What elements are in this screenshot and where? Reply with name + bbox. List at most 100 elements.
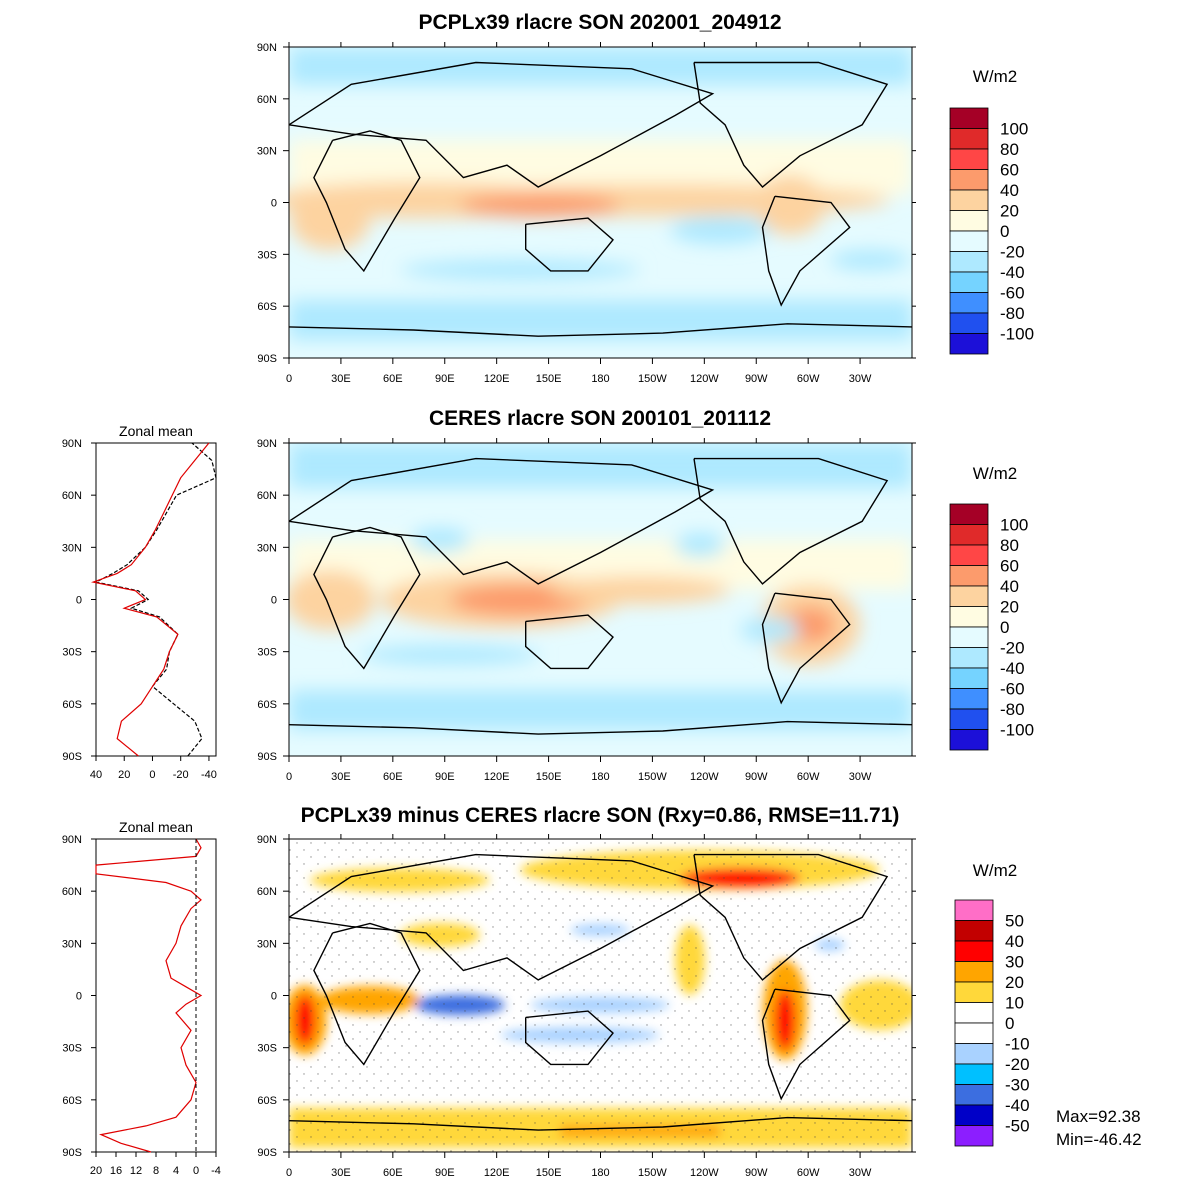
- colorbars: 100806040200-20-40-60-80-100100806040200…: [949, 107, 1034, 1147]
- colorbar-label: 10: [1005, 994, 1024, 1013]
- coastline-2-2: [525, 1010, 614, 1066]
- colorbar-box: [949, 312, 989, 334]
- colorbar-box: [949, 626, 989, 648]
- lon-tick-label: 120E: [484, 771, 510, 783]
- zonal-lat-tick-label: 0: [76, 991, 82, 1003]
- zonal-x-tick-label: 12: [130, 1165, 142, 1177]
- lat-tick-label: 30N: [257, 938, 277, 950]
- colorbar-label: -40: [1000, 659, 1025, 678]
- colorbar-box: [949, 189, 989, 211]
- colorbar-label: -60: [1000, 680, 1025, 699]
- colorbar-box: [954, 961, 994, 983]
- colorbar-label: -100: [1000, 721, 1034, 740]
- lon-tick-label: 30E: [331, 373, 351, 385]
- lon-tick-label: 60W: [797, 373, 820, 385]
- colorbar-box: [949, 585, 989, 607]
- lat-tick-label: 60N: [257, 490, 277, 502]
- colorbar-label: 30: [1005, 953, 1024, 972]
- zonal-lat-tick-label: 90S: [62, 1147, 82, 1159]
- colorbar-label: -20: [1005, 1055, 1030, 1074]
- lon-tick-label: 0: [286, 373, 292, 385]
- colorbar-box: [949, 169, 989, 191]
- lon-tick-label: 150W: [638, 373, 667, 385]
- panel-title-model: PCPLx39 rlacre SON 202001_204912: [418, 11, 781, 34]
- coastline-2-1: [288, 853, 715, 981]
- colorbar-box: [954, 981, 994, 1003]
- unit-label-obs: W/m2: [973, 464, 1017, 483]
- colorbar-box: [949, 271, 989, 293]
- colorbar-box: [949, 688, 989, 710]
- zonal-x-tick-label: 20: [118, 769, 130, 781]
- colorbar-box: [954, 1084, 994, 1106]
- coastline-1-3: [693, 457, 889, 585]
- zonal-frame: [95, 838, 217, 1153]
- lat-tick-label: 30S: [257, 647, 277, 659]
- lon-tick-label: 120E: [484, 373, 510, 385]
- colorbar-box: [954, 920, 994, 942]
- lon-tick-label: 150E: [536, 1167, 562, 1179]
- colorbar-box: [949, 107, 989, 129]
- coastline-template: [288, 61, 913, 1131]
- lon-tick-label: 60W: [797, 771, 820, 783]
- lat-tick-label: 0: [271, 991, 277, 1003]
- colorbar-label: 40: [1000, 181, 1019, 200]
- lon-tick-label: 90W: [745, 1167, 768, 1179]
- lon-tick-label: 180: [591, 1167, 609, 1179]
- unit-label-model: W/m2: [973, 67, 1017, 86]
- zonal-lat-tick-label: 30N: [62, 542, 82, 554]
- lat-tick-label: 30N: [257, 542, 277, 554]
- coastline-1-5: [288, 720, 913, 735]
- coastline-2-4: [761, 988, 851, 1101]
- colorbar-box: [954, 1022, 994, 1044]
- map-field-diff: [289, 839, 912, 1152]
- lon-tick-label: 150E: [536, 373, 562, 385]
- colorbar-box: [949, 647, 989, 669]
- lon-tick-label: 90E: [435, 771, 455, 783]
- zonal-lat-tick-label: 30N: [62, 938, 82, 950]
- colorbar-box: [949, 333, 989, 355]
- colorbar-box: [949, 708, 989, 730]
- lat-tick-label: 60N: [257, 94, 277, 106]
- colorbar-label: -60: [1000, 284, 1025, 303]
- lon-tick-label: 0: [286, 771, 292, 783]
- lat-tick-label: 90S: [257, 353, 277, 365]
- colorbar-box: [949, 251, 989, 273]
- map-field-obs: [289, 443, 912, 756]
- lon-tick-label: 150W: [638, 1167, 667, 1179]
- zonal-x-tick-label: 16: [110, 1165, 122, 1177]
- lat-tick-label: 0: [271, 595, 277, 607]
- lat-tick-label: 0: [271, 198, 277, 210]
- lon-tick-label: 90E: [435, 373, 455, 385]
- colorbar-box: [954, 940, 994, 962]
- zonal-x-tick-label: 20: [90, 1165, 102, 1177]
- lat-tick-label: 60N: [257, 886, 277, 898]
- lon-tick-label: 180: [591, 771, 609, 783]
- stat-min: Min=-46.42: [1056, 1130, 1142, 1149]
- colorbar-label: 100: [1000, 516, 1028, 535]
- map-field-model: [289, 47, 912, 358]
- zonal-line-obs: [94, 442, 217, 757]
- coastline-1-2: [525, 614, 614, 670]
- lon-tick-label: 30E: [331, 1167, 351, 1179]
- lat-tick-label: 60S: [257, 301, 277, 313]
- colorbar-label: 0: [1005, 1014, 1014, 1033]
- lat-tick-label: 30S: [257, 249, 277, 261]
- lon-tick-label: 120W: [690, 373, 719, 385]
- zonal-mean-title-diff: Zonal mean: [119, 819, 193, 835]
- panel-title-diff: PCPLx39 minus CERES rlacre SON (Rxy=0.86…: [301, 804, 900, 827]
- coastline-0-5: [288, 323, 913, 337]
- zonal-lat-tick-label: 60S: [62, 699, 82, 711]
- coastline-2-0: [313, 922, 421, 1066]
- colorbar-label: -10: [1005, 1035, 1030, 1054]
- lon-tick-label: 150E: [536, 771, 562, 783]
- colorbar-label: -50: [1005, 1117, 1030, 1136]
- colorbar-label: 60: [1000, 557, 1019, 576]
- coastline-0-3: [693, 61, 889, 188]
- coastline-0-0: [313, 130, 421, 273]
- colorbar-box: [954, 1002, 994, 1024]
- lon-tick-label: 60E: [383, 771, 403, 783]
- lat-tick-label: 60S: [257, 1095, 277, 1107]
- lat-tick-label: 60S: [257, 699, 277, 711]
- map-axes: 90N 60N 30N 0 30S 60S 90S 0 30E 60E 90E 120E 150E 180…: [257, 42, 916, 1179]
